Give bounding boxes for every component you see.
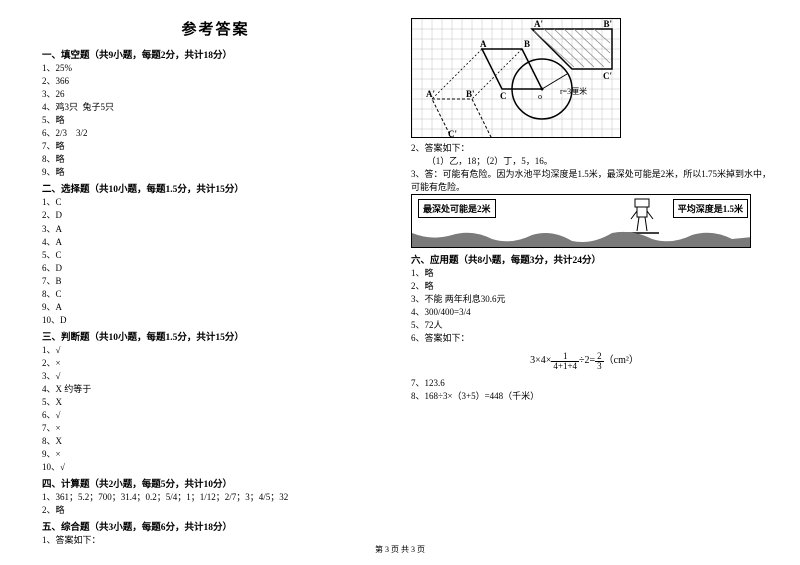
section-3-heading: 三、判断题（共10小题，每题1.5分，共计15分）	[42, 329, 389, 343]
s3-a4: 4、X 约等于	[42, 383, 389, 396]
s3-a6: 6、√	[42, 409, 389, 422]
fraction-2: 23	[595, 352, 604, 371]
s6-a6: 6、答案如下：	[411, 332, 758, 345]
s2-a9: 9、A	[42, 301, 389, 314]
s3-a1: 1、√	[42, 344, 389, 357]
s1-a3: 3、26	[42, 88, 389, 101]
svg-text:A': A'	[426, 89, 435, 99]
left-column: 参考答案 一、填空题（共9小题，每题2分，共计18分） 1、25% 2、366 …	[42, 18, 389, 518]
grid-svg-icon: A B C A' B' C' A' B' C' o r=3厘米	[412, 19, 621, 138]
page-footer: 第 3 页 共 3 页	[0, 544, 800, 555]
s1-a2: 2、366	[42, 75, 389, 88]
s3-a5: 5、X	[42, 396, 389, 409]
section-6-heading: 六、应用题（共8小题，每题3分，共计24分）	[411, 252, 758, 266]
svg-text:C: C	[500, 91, 507, 101]
formula-post: （cm²）	[604, 355, 639, 366]
s1-a1: 1、25%	[42, 62, 389, 75]
s6-a7: 7、123.6	[411, 377, 758, 390]
svg-text:o: o	[538, 92, 542, 101]
s1-a4: 4、鸡3只 兔子5只	[42, 101, 389, 114]
water-bottom-icon	[412, 229, 751, 247]
formula-mid: ÷2=	[579, 355, 595, 366]
s1-a8: 8、略	[42, 153, 389, 166]
s6-a4: 4、300/400=3/4	[411, 306, 758, 319]
s2-a4: 4、A	[42, 236, 389, 249]
s2-a5: 5、C	[42, 249, 389, 262]
svg-text:B': B'	[466, 89, 475, 99]
s2-a2: 2、D	[42, 209, 389, 222]
svg-text:r=3厘米: r=3厘米	[560, 86, 587, 96]
svg-text:A': A'	[534, 19, 543, 29]
svg-text:B: B	[524, 39, 530, 49]
col2-a3: 3、答：可能有危险。因为水池平均深度是1.5米，最深处可能是2米，所以1.75米…	[411, 168, 758, 181]
depth-max-label: 最深处可能是2米	[418, 199, 496, 218]
col2-a3b: 可能有危险。	[411, 181, 758, 194]
page-title: 参考答案	[42, 18, 389, 39]
svg-text:C': C'	[603, 71, 612, 81]
s3-a8: 8、X	[42, 435, 389, 448]
svg-text:B': B'	[603, 19, 612, 29]
depth-avg-label: 平均深度是1.5米	[673, 199, 748, 218]
svg-text:A: A	[480, 39, 487, 49]
s2-a1: 1、C	[42, 196, 389, 209]
s4-a1: 1、361；5.2；700；31.4；0.2；5/4；1；1/12；2/7；3；…	[42, 491, 389, 504]
figure-grid-circle: A B C A' B' C' A' B' C' o r=3厘米	[411, 18, 621, 138]
s3-a9: 9、×	[42, 448, 389, 461]
section-2-heading: 二、选择题（共10小题，每题1.5分，共计15分）	[42, 181, 389, 195]
s6-a8: 8、168÷3×（3+5）=448（千米）	[411, 390, 758, 403]
s6-a5: 5、72人	[411, 319, 758, 332]
s1-a6: 6、2/3 3/2	[42, 127, 389, 140]
formula-q6: 3×4×14+1+4÷2=23（cm²）	[411, 351, 758, 370]
col2-a2b: （1）乙，18；（2）丁，5，16。	[411, 155, 758, 168]
fraction-1: 14+1+4	[551, 352, 579, 371]
s2-a6: 6、D	[42, 262, 389, 275]
s1-a5: 5、略	[42, 114, 389, 127]
s3-a3: 3、√	[42, 370, 389, 383]
section-1-heading: 一、填空题（共9小题，每题2分，共计18分）	[42, 47, 389, 61]
s2-a7: 7、B	[42, 275, 389, 288]
right-column: A B C A' B' C' A' B' C' o r=3厘米 2、答案如下： …	[411, 18, 758, 518]
s6-a2: 2、略	[411, 280, 758, 293]
s6-a3: 3、不能 两年利息30.6元	[411, 293, 758, 306]
col2-a2: 2、答案如下：	[411, 142, 758, 155]
section-4-heading: 四、计算题（共2小题，每题5分，共计10分）	[42, 476, 389, 490]
figure-water-depth: 最深处可能是2米 平均深度是1.5米	[411, 194, 751, 248]
s2-a8: 8、C	[42, 288, 389, 301]
svg-text:C': C'	[448, 129, 457, 138]
s2-a3: 3、A	[42, 223, 389, 236]
s4-a2: 2、略	[42, 504, 389, 517]
s1-a7: 7、略	[42, 140, 389, 153]
s1-a9: 9、略	[42, 166, 389, 179]
s6-a1: 1、略	[411, 267, 758, 280]
s2-a10: 10、D	[42, 314, 389, 327]
s3-a7: 7、×	[42, 422, 389, 435]
formula-pre: 3×4×	[530, 355, 551, 366]
s3-a2: 2、×	[42, 357, 389, 370]
s3-a10: 10、√	[42, 461, 389, 474]
section-5-heading: 五、综合题（共3小题，每题6分，共计18分）	[42, 519, 389, 533]
